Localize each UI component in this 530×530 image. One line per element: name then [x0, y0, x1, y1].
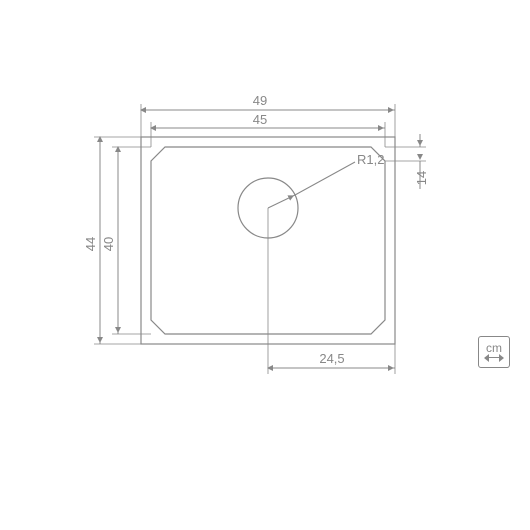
outer-height-label: 44: [83, 237, 98, 251]
chamfer-dim: 14: [385, 134, 429, 189]
units-label: cm: [486, 342, 502, 354]
dimension-drawing: R1,2 49 45 44 40 24,5 14: [0, 0, 530, 530]
inner-height-label: 40: [101, 237, 116, 251]
inner-width-dim: 45: [151, 112, 385, 147]
inner-width-label: 45: [253, 112, 267, 127]
inner-height-dim: 40: [101, 147, 151, 334]
radius-dim: R1,2: [268, 152, 384, 208]
chamfer-label: 14: [414, 171, 429, 185]
half-width-label: 24,5: [319, 351, 344, 366]
outer-width-label: 49: [253, 93, 267, 108]
half-width-dim: 24,5: [268, 344, 395, 374]
units-box: cm: [478, 336, 510, 368]
units-arrow-icon: [485, 354, 503, 362]
radius-label: R1,2: [357, 152, 384, 167]
outer-width-dim: 49: [141, 93, 395, 137]
